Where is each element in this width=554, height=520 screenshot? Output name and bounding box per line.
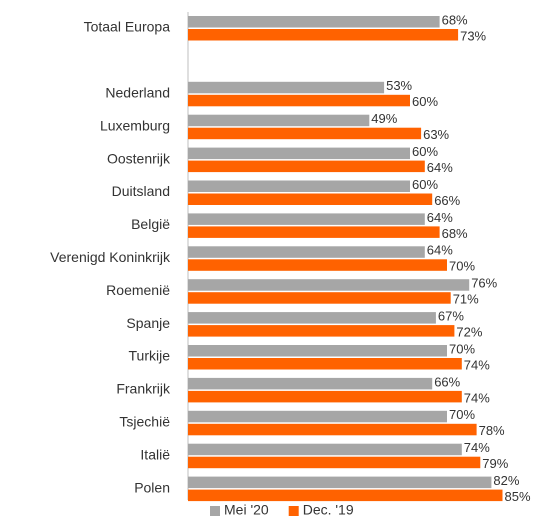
value-label: 70% <box>449 341 475 356</box>
value-label: 64% <box>427 243 453 258</box>
bar <box>188 16 440 28</box>
bar <box>188 226 440 238</box>
bar <box>188 292 451 304</box>
value-label: 49% <box>371 111 397 126</box>
value-label: 64% <box>427 160 453 175</box>
legend-swatch <box>288 506 299 516</box>
bar <box>188 246 425 258</box>
category-label: Frankrijk <box>116 381 171 397</box>
bar <box>188 325 455 337</box>
value-label: 70% <box>449 407 475 422</box>
legend-label: Dec. '19 <box>303 502 354 518</box>
legend-label: Mei '20 <box>224 502 269 518</box>
value-label: 82% <box>493 473 519 488</box>
bar <box>188 390 462 403</box>
category-label: Duitsland <box>112 183 170 199</box>
value-label: 53% <box>386 78 412 93</box>
bar <box>188 312 436 324</box>
bar <box>188 81 385 94</box>
bar <box>188 423 477 436</box>
category-label: België <box>131 216 170 232</box>
value-label: 60% <box>412 177 438 192</box>
value-label: 70% <box>449 259 475 274</box>
bar <box>188 279 470 291</box>
category-label: Oostenrijk <box>107 150 171 166</box>
value-label: 67% <box>438 309 464 324</box>
bar <box>188 358 462 370</box>
bar <box>188 377 433 390</box>
value-label: 74% <box>464 440 490 455</box>
bar <box>188 127 422 140</box>
bar <box>188 94 410 107</box>
value-label: 79% <box>482 456 508 471</box>
bar <box>188 193 433 205</box>
value-label: 66% <box>434 193 460 208</box>
category-label: Italië <box>140 446 170 462</box>
bar <box>188 259 447 271</box>
value-label: 73% <box>460 28 486 43</box>
category-label: Spanje <box>126 315 170 331</box>
category-label: Luxemburg <box>100 117 170 133</box>
value-label: 60% <box>412 94 438 109</box>
category-label: Turkije <box>129 348 171 364</box>
category-label: Roemenië <box>106 282 170 298</box>
value-label: 78% <box>479 423 505 438</box>
bar <box>188 456 481 469</box>
value-label: 68% <box>442 226 468 241</box>
value-label: 64% <box>427 210 453 225</box>
bar <box>188 160 425 173</box>
value-label: 76% <box>471 276 497 291</box>
bar <box>188 476 492 489</box>
category-label: Nederland <box>105 85 170 101</box>
value-label: 60% <box>412 144 438 159</box>
value-label: 74% <box>464 357 490 372</box>
bar <box>188 345 447 357</box>
bar <box>188 147 410 160</box>
value-label: 71% <box>453 292 479 307</box>
value-label: 74% <box>464 390 490 405</box>
bar <box>188 114 370 127</box>
category-label: Verenigd Koninkrijk <box>50 249 171 265</box>
category-label: Polen <box>134 479 170 495</box>
bar <box>188 489 503 502</box>
value-label: 85% <box>505 489 531 504</box>
category-label: Totaal Europa <box>84 19 171 35</box>
legend-swatch <box>210 506 220 516</box>
bar <box>188 180 410 192</box>
category-label: Tsjechië <box>119 414 170 430</box>
bar <box>188 443 462 456</box>
bar <box>188 29 459 41</box>
bar <box>188 213 425 225</box>
value-label: 72% <box>456 325 482 340</box>
value-label: 68% <box>442 12 468 27</box>
value-label: 66% <box>434 374 460 389</box>
bar <box>188 410 447 423</box>
value-label: 63% <box>423 127 449 142</box>
